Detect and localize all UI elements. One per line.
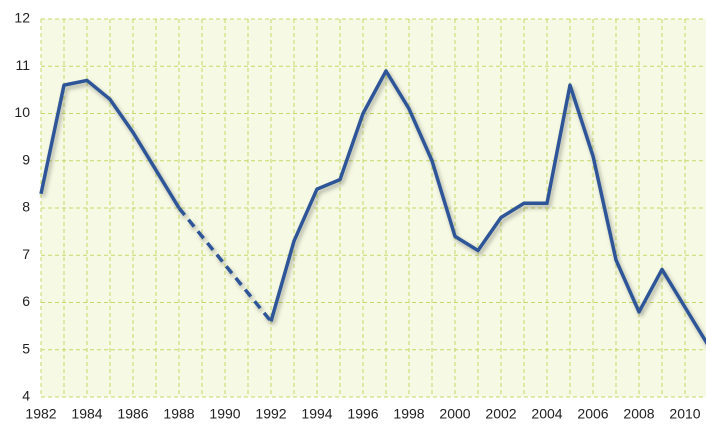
line	[39, 78, 181, 209]
gap-connector	[177, 206, 273, 323]
line	[269, 69, 706, 346]
y-tick-label: 6	[22, 293, 30, 309]
x-tick-label: 1996	[347, 406, 378, 422]
y-tick-label: 12	[14, 10, 30, 26]
x-tick-label: 2010	[669, 406, 700, 422]
y-tick-label: 8	[22, 199, 30, 215]
x-tick-label: 1988	[163, 406, 194, 422]
y-tick-label: 11	[15, 57, 30, 73]
x-tick-label: 2002	[485, 406, 516, 422]
y-tick-label: 10	[14, 104, 30, 120]
x-tick-label: 1998	[393, 406, 424, 422]
x-tick-label: 1990	[209, 406, 240, 422]
y-tick-label: 5	[22, 340, 30, 356]
x-tick-label: 2000	[439, 406, 470, 422]
x-tick-label: 2004	[531, 406, 562, 422]
x-tick-label: 1984	[71, 406, 102, 422]
y-tick-label: 9	[22, 151, 30, 167]
x-tick-label: 1986	[117, 406, 148, 422]
x-tick-label: 2008	[623, 406, 654, 422]
x-tick-label: 2006	[577, 406, 608, 422]
x-tick-label: 1982	[25, 406, 56, 422]
y-tick-label: 7	[22, 246, 30, 262]
y-tick-label: 4	[22, 388, 30, 404]
x-tick-label: 1992	[255, 406, 286, 422]
series	[39, 69, 706, 346]
x-tick-label: 1994	[301, 406, 332, 422]
